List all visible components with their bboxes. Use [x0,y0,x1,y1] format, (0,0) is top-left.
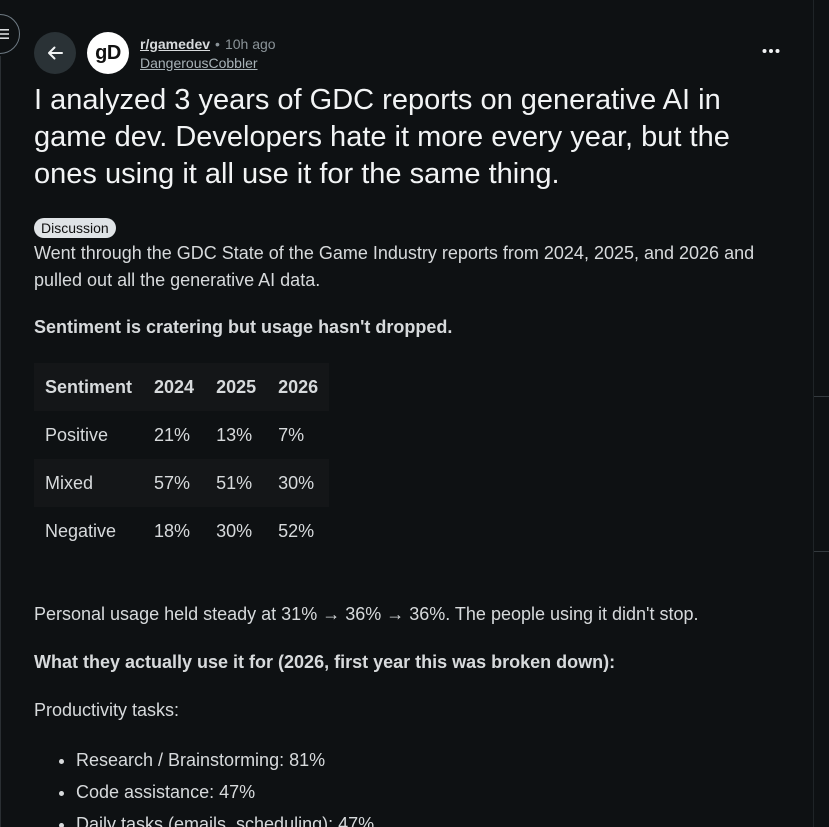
sentiment-table: Sentiment 2024 2025 2026 Positive 21% 13… [34,363,330,555]
table-cell: 52% [278,520,315,541]
usage-paragraph: Personal usage held steady at 31% → 36% … [34,604,699,624]
post-meta: r/gamedev • 10h ago DangerousCobbler [140,36,276,71]
uses-heading: What they actually use it for (2026, fir… [34,652,616,672]
table-cell: 30% [216,520,253,541]
table-cell: 13% [216,424,253,445]
table-header-cell: 2026 [278,376,319,397]
list-item: Code assistance: 47% [76,776,374,808]
right-column-divider [813,0,814,827]
table-row: Negative 18% 30% 52% [34,507,329,555]
table-cell: 7% [278,424,305,445]
table-cell: Negative [45,520,117,541]
post-time: 10h ago [224,35,276,52]
hamburger-icon [0,29,9,39]
right-rail-divider [814,551,829,552]
uses-list: Research / Brainstorming: 81% Code assis… [34,744,374,827]
table-header-row: Sentiment 2024 2025 2026 [34,363,330,411]
ellipsis-icon [762,49,780,53]
list-item: Research / Brainstorming: 81% [76,744,374,776]
table-cell: 30% [278,472,315,493]
productivity-label: Productivity tasks: [34,700,180,720]
sentiment-heading: Sentiment is cratering but usage hasn't … [34,317,453,337]
table-cell: 18% [154,520,191,541]
list-item: Daily tasks (emails, scheduling): 47% [76,808,374,827]
post-title: I analyzed 3 years of GDC reports on gen… [34,84,730,190]
meta-separator: • [215,35,220,52]
table-cell: Mixed [45,472,94,493]
table-cell: Positive [45,424,109,445]
table-cell: 57% [154,472,191,493]
subreddit-avatar[interactable]: gD [87,32,129,74]
table-header-cell: 2025 [216,376,257,397]
more-options-button[interactable] [760,40,782,62]
table-cell: 51% [216,472,253,493]
table-cell: 21% [154,424,191,445]
post-flair[interactable]: Discussion [34,218,116,238]
arrow-left-icon [48,46,63,60]
sidebar-divider [0,56,1,827]
sidebar-menu-button[interactable] [0,14,20,54]
table-header-cell: 2024 [154,376,195,397]
post-header: gD r/gamedev • 10h ago DangerousCobbler [34,30,276,76]
subreddit-link[interactable]: r/gamedev [140,35,211,52]
author-link[interactable]: DangerousCobbler [140,54,258,71]
table-row: Positive 21% 13% 7% [34,411,329,459]
table-row: Mixed 57% 51% 30% [34,459,330,507]
right-rail-divider [814,396,829,397]
post-intro: Went through the GDC State of the Game I… [34,243,755,290]
back-button[interactable] [34,32,76,74]
table-header-cell: Sentiment [45,376,133,397]
